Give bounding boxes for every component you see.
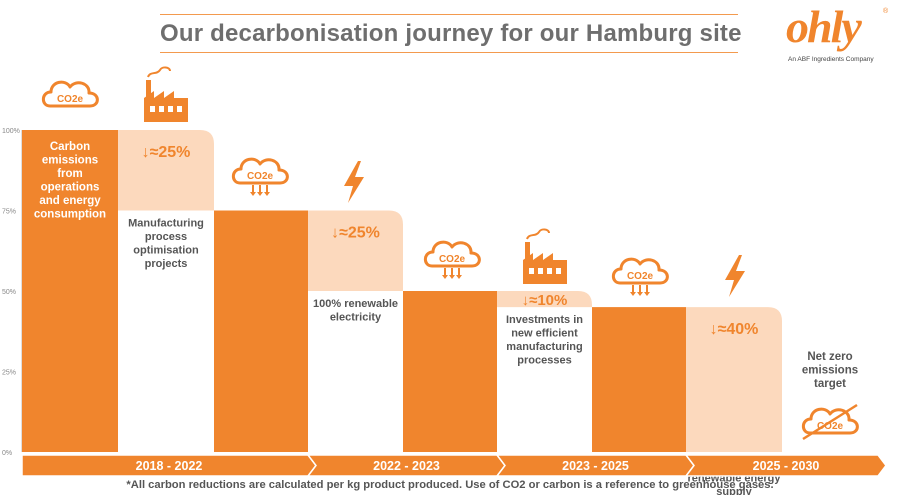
down-arrow-head (630, 292, 636, 296)
smoke (147, 66, 171, 78)
lightning-icon (725, 255, 745, 297)
strike-line (802, 403, 858, 441)
footnote: *All carbon reductions are calculated pe… (126, 479, 774, 491)
y-tick-label: 25% (2, 370, 16, 377)
co2-label: CO2e (57, 94, 84, 105)
down-arrow-head (257, 192, 263, 196)
logo-tagline: An ABF Ingredients Company (788, 56, 874, 63)
factory-window (150, 106, 155, 112)
reduction-box (497, 291, 592, 308)
down-arrow-head (250, 192, 256, 196)
period-label: 2022 - 2023 (373, 459, 440, 473)
down-arrow-head (449, 275, 455, 279)
net-zero-label: Net zero emissions target (802, 351, 858, 390)
co2-label: CO2e (439, 254, 466, 265)
down-arrow-head (637, 292, 643, 296)
ohly-logo: ohly (786, 1, 862, 52)
factory-icon (144, 66, 188, 122)
timeline-segment (684, 454, 887, 477)
y-tick-label: 75% (2, 209, 16, 216)
factory-window (538, 268, 543, 274)
period-label: 2025 - 2030 (753, 459, 820, 473)
lightning-icon (344, 161, 364, 203)
co2-label: CO2e (817, 421, 844, 432)
reduction-label: ↓≈25% (142, 144, 191, 161)
co2-cloud-icon: CO2e (41, 80, 99, 108)
factory-icon (523, 228, 567, 284)
reduction-label: ↓≈40% (710, 321, 759, 338)
reduction-box (118, 130, 214, 211)
y-tick-label: 100% (2, 128, 20, 135)
factory-window (556, 268, 561, 274)
step-description: 100% renewable electricity (313, 298, 398, 324)
level-bar (403, 291, 497, 452)
reduction-box (308, 210, 403, 291)
chimney (146, 80, 151, 98)
co2-label: CO2e (247, 171, 274, 182)
bolt-shape (725, 255, 745, 297)
down-arrow-head (264, 192, 270, 196)
down-arrow-head (644, 292, 650, 296)
down-arrow-head (456, 275, 462, 279)
co2-label: CO2e (627, 271, 654, 282)
down-arrow-head (442, 275, 448, 279)
y-tick-label: 50% (2, 289, 16, 296)
reduction-label: ↓≈10% (522, 292, 568, 309)
step-description: Investments in new efficient manufacturing… (506, 314, 583, 367)
co2-cloud-icon: CO2e (231, 157, 289, 196)
factory-window (177, 106, 182, 112)
level-bar (22, 130, 118, 452)
period-label: 2023 - 2025 (562, 459, 629, 473)
step-description: Manufacturing process optimisation projects (128, 218, 204, 271)
period-label: 2018 - 2022 (136, 459, 203, 473)
baseline-label: Carbon emissions from operations and energy c… (34, 141, 106, 221)
cloud-shape (231, 157, 289, 185)
level-bar (214, 210, 308, 452)
cloud-shape (41, 80, 99, 108)
factory-roof (144, 91, 174, 98)
factory-window (529, 268, 534, 274)
y-tick-label: 0% (2, 450, 12, 457)
level-bar (592, 307, 686, 452)
bolt-shape (344, 161, 364, 203)
reduction-box (686, 307, 782, 452)
factory-window (168, 106, 173, 112)
smoke (526, 228, 550, 240)
title-rule-top (160, 14, 738, 15)
factory-window (547, 268, 552, 274)
reduction-label: ↓≈25% (331, 225, 380, 242)
co2-cloud-icon: CO2e (423, 240, 481, 279)
chimney (525, 242, 530, 260)
logo-registered-mark: ® (883, 8, 889, 15)
factory-roof (523, 253, 553, 260)
cloud-shape (611, 257, 669, 285)
page-title: Our decarbonisation journey for our Hamb… (160, 20, 742, 47)
co2-cloud-icon: CO2e (611, 257, 669, 296)
title-rule-bottom (160, 52, 738, 53)
factory-window (159, 106, 164, 112)
co2-cloud-crossed-icon: CO2e (801, 403, 859, 441)
cloud-shape (423, 240, 481, 268)
